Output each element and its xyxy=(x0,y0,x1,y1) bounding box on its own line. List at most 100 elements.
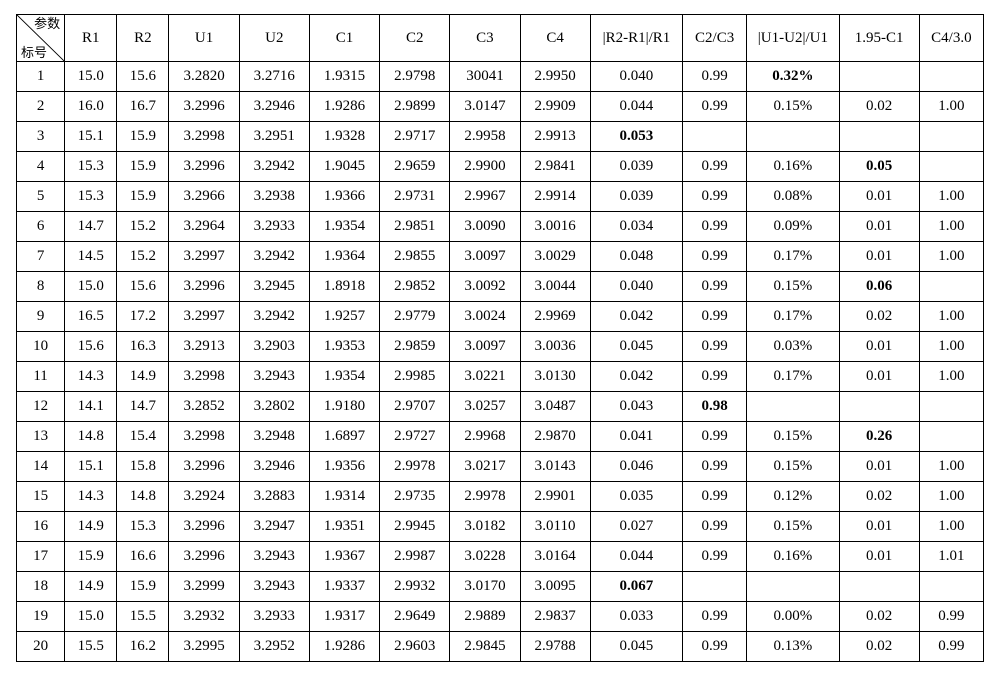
table-cell: 0.044 xyxy=(590,542,682,572)
table-cell: 15.6 xyxy=(117,62,169,92)
table-cell: 0.03% xyxy=(747,332,839,362)
table-cell: 1.00 xyxy=(919,482,983,512)
table-cell xyxy=(683,572,747,602)
diag-top-label: 参数 xyxy=(34,17,60,30)
row-index: 20 xyxy=(17,632,65,662)
table-cell: 3.2996 xyxy=(169,272,239,302)
table-cell: 2.9707 xyxy=(380,392,450,422)
table-cell: 2.9967 xyxy=(450,182,520,212)
table-cell: 1.8918 xyxy=(309,272,379,302)
table-cell: 15.5 xyxy=(65,632,117,662)
table-cell: 3.0029 xyxy=(520,242,590,272)
row-index: 19 xyxy=(17,602,65,632)
table-cell: 0.02 xyxy=(839,302,919,332)
table-cell: 2.9798 xyxy=(380,62,450,92)
table-cell: 3.2913 xyxy=(169,332,239,362)
table-cell: 15.9 xyxy=(65,542,117,572)
table-cell: 0.09% xyxy=(747,212,839,242)
table-cell: 0.067 xyxy=(590,572,682,602)
table-cell: 2.9978 xyxy=(380,452,450,482)
table-row: 415.315.93.29963.29421.90452.96592.99002… xyxy=(17,152,984,182)
table-cell: 3.0228 xyxy=(450,542,520,572)
table-cell: 3.2942 xyxy=(239,152,309,182)
table-cell xyxy=(919,152,983,182)
table-cell: 0.01 xyxy=(839,212,919,242)
table-cell: 3.2998 xyxy=(169,122,239,152)
table-cell: 1.9180 xyxy=(309,392,379,422)
table-cell: 3.2996 xyxy=(169,92,239,122)
table-cell: 0.99 xyxy=(683,182,747,212)
table-head: 参数 标号 R1R2U1U2C1C2C3C4|R2-R1|/R1C2/C3|U1… xyxy=(17,15,984,62)
table-cell: 15.0 xyxy=(65,602,117,632)
table-row: 1614.915.33.29963.29471.93512.99453.0182… xyxy=(17,512,984,542)
table-cell: 16.5 xyxy=(65,302,117,332)
table-cell xyxy=(919,122,983,152)
table-cell: 3.2942 xyxy=(239,302,309,332)
table-row: 916.517.23.29973.29421.92572.97793.00242… xyxy=(17,302,984,332)
table-row: 115.015.63.28203.27161.93152.9798300412.… xyxy=(17,62,984,92)
table-cell: 0.042 xyxy=(590,302,682,332)
table-cell: 1.6897 xyxy=(309,422,379,452)
table-cell: 1.9366 xyxy=(309,182,379,212)
table-cell: 2.9901 xyxy=(520,482,590,512)
table-cell: 0.15% xyxy=(747,422,839,452)
table-cell: 2.9969 xyxy=(520,302,590,332)
table-cell: 2.9985 xyxy=(380,362,450,392)
table-cell: 0.99 xyxy=(683,242,747,272)
table-cell: 1.9364 xyxy=(309,242,379,272)
table-cell: 15.9 xyxy=(117,122,169,152)
table-cell: 0.99 xyxy=(683,452,747,482)
table-cell: 3.2998 xyxy=(169,422,239,452)
table-cell: 0.32% xyxy=(747,62,839,92)
table-cell: 3.2995 xyxy=(169,632,239,662)
header-row: 参数 标号 R1R2U1U2C1C2C3C4|R2-R1|/R1C2/C3|U1… xyxy=(17,15,984,62)
table-cell: 0.15% xyxy=(747,92,839,122)
table-cell: 0.01 xyxy=(839,452,919,482)
table-cell: 0.027 xyxy=(590,512,682,542)
table-cell: 1.9286 xyxy=(309,92,379,122)
row-index: 7 xyxy=(17,242,65,272)
table-cell: 3.2998 xyxy=(169,362,239,392)
table-cell: 3.2951 xyxy=(239,122,309,152)
table-row: 2015.516.23.29953.29521.92862.96032.9845… xyxy=(17,632,984,662)
table-cell: 0.17% xyxy=(747,302,839,332)
table-cell: 0.043 xyxy=(590,392,682,422)
table-cell: 2.9899 xyxy=(380,92,450,122)
table-cell: 15.6 xyxy=(65,332,117,362)
table-cell: 3.2996 xyxy=(169,152,239,182)
table-cell: 0.99 xyxy=(683,482,747,512)
row-index: 10 xyxy=(17,332,65,362)
table-cell: 0.99 xyxy=(919,632,983,662)
table-cell: 3.2943 xyxy=(239,572,309,602)
table-cell: 0.17% xyxy=(747,362,839,392)
table-cell: 0.08% xyxy=(747,182,839,212)
table-cell: 14.7 xyxy=(117,392,169,422)
table-cell: 15.1 xyxy=(65,122,117,152)
diag-bottom-label: 标号 xyxy=(21,46,47,59)
table-cell: 1.9317 xyxy=(309,602,379,632)
table-cell: 14.8 xyxy=(117,482,169,512)
table-cell xyxy=(919,392,983,422)
table-cell: 14.3 xyxy=(65,362,117,392)
table-cell: 0.99 xyxy=(683,362,747,392)
table-cell: 1.9286 xyxy=(309,632,379,662)
diagonal-header: 参数 标号 xyxy=(17,15,65,62)
table-cell: 3.2716 xyxy=(239,62,309,92)
table-cell: 16.3 xyxy=(117,332,169,362)
table-cell: 16.2 xyxy=(117,632,169,662)
table-row: 1415.115.83.29963.29461.93562.99783.0217… xyxy=(17,452,984,482)
table-cell: 15.3 xyxy=(65,182,117,212)
table-cell: 1.9328 xyxy=(309,122,379,152)
table-cell xyxy=(747,572,839,602)
table-cell: 2.9779 xyxy=(380,302,450,332)
table-cell: 3.0092 xyxy=(450,272,520,302)
table-cell xyxy=(839,572,919,602)
table-cell: 1.00 xyxy=(919,212,983,242)
table-cell: 3.0097 xyxy=(450,332,520,362)
table-cell: 3.2933 xyxy=(239,602,309,632)
table-cell: 3.2947 xyxy=(239,512,309,542)
table-cell: 3.2996 xyxy=(169,452,239,482)
table-cell: 0.01 xyxy=(839,512,919,542)
table-cell: 3.2946 xyxy=(239,452,309,482)
table-cell: 2.9841 xyxy=(520,152,590,182)
